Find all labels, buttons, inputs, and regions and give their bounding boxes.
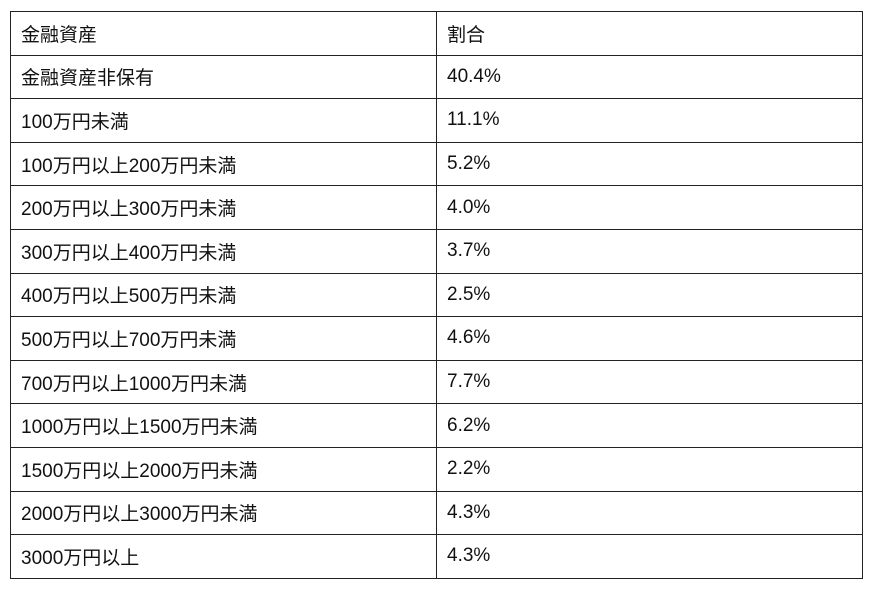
table-row: 1000万円以上1500万円未満 6.2% [10, 403, 863, 448]
table-row: 300万円以上400万円未満 3.7% [10, 228, 863, 274]
asset-cell: 500万円以上700万円未満 [10, 316, 437, 361]
asset-distribution-table: 金融資産 割合 金融資産非保有 40.4% 100万円未満 11.1% 100万円以上2… [10, 11, 863, 579]
asset-cell: 200万円以上300万円未満 [10, 185, 437, 230]
asset-cell: 3000万円以上 [10, 534, 437, 579]
ratio-cell: 4.0% [436, 185, 863, 230]
table-row: 3000万円以上 4.3% [10, 534, 863, 579]
table-row: 400万円以上500万円未満 2.5% [10, 272, 863, 318]
table-row: 100万円未満 11.1% [10, 98, 863, 143]
ratio-cell: 5.2% [436, 141, 863, 187]
ratio-cell: 4.3% [436, 490, 863, 536]
ratio-cell: 2.2% [436, 446, 863, 492]
asset-cell: 2000万円以上3000万円未満 [10, 490, 437, 536]
asset-cell: 100万円未満 [10, 98, 437, 143]
ratio-cell: 4.3% [436, 534, 863, 579]
asset-cell: 100万円以上200万円未満 [10, 141, 437, 187]
table-row: 500万円以上700万円未満 4.6% [10, 316, 863, 361]
ratio-cell: 40.4% [436, 54, 863, 100]
ratio-cell: 3.7% [436, 228, 863, 274]
ratio-cell: 11.1% [436, 98, 863, 143]
asset-cell: 1500万円以上2000万円未満 [10, 446, 437, 492]
table-row: 1500万円以上2000万円未満 2.2% [10, 446, 863, 492]
asset-cell: 金融資産非保有 [10, 54, 437, 100]
ratio-cell: 6.2% [436, 403, 863, 448]
table-row: 2000万円以上3000万円未満 4.3% [10, 490, 863, 536]
asset-cell: 400万円以上500万円未満 [10, 272, 437, 318]
table-row: 700万円以上1000万円未満 7.7% [10, 359, 863, 405]
ratio-cell: 7.7% [436, 359, 863, 405]
table-row: 100万円以上200万円未満 5.2% [10, 141, 863, 187]
ratio-cell: 2.5% [436, 272, 863, 318]
table-row: 200万円以上300万円未満 4.0% [10, 185, 863, 230]
ratio-cell: 4.6% [436, 316, 863, 361]
asset-cell: 300万円以上400万円未満 [10, 228, 437, 274]
asset-cell: 700万円以上1000万円未満 [10, 359, 437, 405]
header-ratio: 割合 [436, 11, 863, 56]
table-row: 金融資産非保有 40.4% [10, 54, 863, 100]
table-header-row: 金融資産 割合 [10, 11, 863, 56]
asset-cell: 1000万円以上1500万円未満 [10, 403, 437, 448]
header-asset: 金融資産 [10, 11, 437, 56]
